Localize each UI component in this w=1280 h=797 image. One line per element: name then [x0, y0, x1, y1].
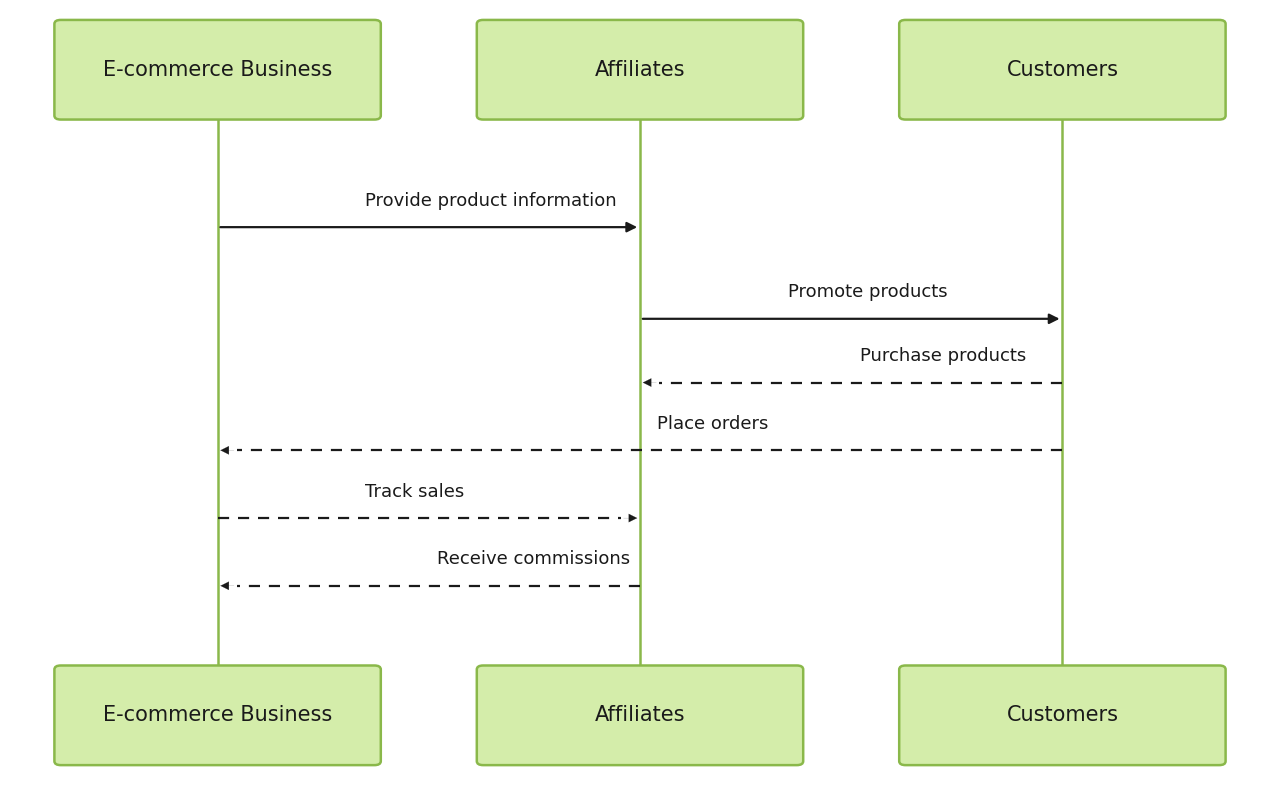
FancyBboxPatch shape [55, 665, 381, 765]
Text: Purchase products: Purchase products [860, 347, 1025, 365]
FancyBboxPatch shape [477, 20, 804, 120]
Text: Track sales: Track sales [366, 482, 465, 501]
FancyBboxPatch shape [477, 665, 804, 765]
Text: Provide product information: Provide product information [366, 191, 617, 210]
Text: Place orders: Place orders [657, 414, 768, 433]
Text: E-commerce Business: E-commerce Business [102, 705, 333, 725]
Text: E-commerce Business: E-commerce Business [102, 60, 333, 80]
FancyBboxPatch shape [900, 20, 1226, 120]
Text: Customers: Customers [1006, 705, 1119, 725]
Text: Promote products: Promote products [787, 283, 947, 301]
Text: Customers: Customers [1006, 60, 1119, 80]
FancyBboxPatch shape [55, 20, 381, 120]
Text: Affiliates: Affiliates [595, 60, 685, 80]
Text: Receive commissions: Receive commissions [438, 550, 630, 568]
FancyBboxPatch shape [900, 665, 1226, 765]
Text: Affiliates: Affiliates [595, 705, 685, 725]
